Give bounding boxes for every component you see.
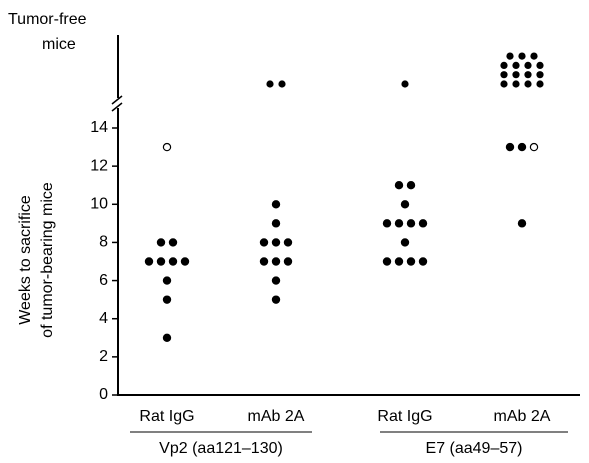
x-tick-label: mAb 2A bbox=[494, 408, 551, 425]
open-dot bbox=[162, 142, 172, 152]
y-axis-label: of tumor-bearing mice bbox=[39, 182, 56, 338]
dot bbox=[394, 219, 404, 228]
dot bbox=[382, 219, 392, 228]
dot bbox=[144, 257, 154, 266]
dot bbox=[271, 257, 281, 266]
dot bbox=[406, 219, 416, 228]
tumor-free-dot bbox=[512, 61, 520, 69]
y-tick-label: 0 bbox=[99, 386, 108, 403]
y-tick-label: 6 bbox=[99, 272, 108, 289]
dot bbox=[394, 181, 404, 190]
group-label: Vp2 (aa121–130) bbox=[159, 440, 283, 457]
x-tick-label: mAb 2A bbox=[248, 408, 305, 425]
dot bbox=[180, 257, 190, 266]
tumor-free-dot bbox=[401, 80, 409, 88]
dot bbox=[168, 257, 178, 266]
y-tick-label: 2 bbox=[99, 348, 108, 365]
dot bbox=[156, 257, 166, 266]
tumor-free-dot bbox=[524, 61, 532, 69]
tumor-free-dot bbox=[536, 61, 544, 69]
tumor-free-dot bbox=[530, 52, 538, 60]
y-tick-label: 12 bbox=[90, 157, 108, 174]
tumor-free-dot bbox=[536, 80, 544, 88]
tumor-free-dot bbox=[506, 52, 514, 60]
dot bbox=[271, 238, 281, 247]
dot bbox=[505, 142, 515, 152]
tumor-free-dot bbox=[512, 71, 520, 79]
axis-break bbox=[111, 102, 123, 112]
y-tick-label: 4 bbox=[99, 310, 108, 327]
tumor-free-dot bbox=[500, 61, 508, 69]
dot bbox=[162, 276, 172, 285]
dot bbox=[271, 295, 281, 304]
tumor-free-dot bbox=[536, 71, 544, 79]
tumor-free-dot bbox=[266, 80, 274, 88]
dot bbox=[394, 257, 404, 266]
dot bbox=[517, 219, 527, 228]
dot bbox=[162, 333, 172, 342]
y-tick-label: 10 bbox=[90, 196, 108, 213]
dot bbox=[418, 219, 428, 228]
dot bbox=[271, 219, 281, 228]
dot bbox=[382, 257, 392, 266]
dot bbox=[168, 238, 178, 247]
dot bbox=[283, 238, 293, 247]
tumor-free-dot bbox=[512, 80, 520, 88]
tumor-free-label: Tumor-free bbox=[8, 11, 87, 28]
tumor-free-dot bbox=[500, 71, 508, 79]
dot bbox=[517, 142, 527, 152]
tumor-free-label: mice bbox=[42, 36, 76, 53]
axis-break bbox=[111, 95, 123, 105]
dot bbox=[259, 257, 269, 266]
x-tick-label: Rat IgG bbox=[377, 408, 432, 425]
dot bbox=[418, 257, 428, 266]
y-tick-label: 8 bbox=[99, 234, 108, 251]
tumor-free-dot bbox=[278, 80, 286, 88]
group-label: E7 (aa49–57) bbox=[426, 440, 523, 457]
y-tick-label: 14 bbox=[90, 119, 108, 136]
dot bbox=[400, 238, 410, 247]
dot bbox=[400, 200, 410, 209]
open-dot bbox=[529, 142, 539, 152]
dot bbox=[259, 238, 269, 247]
x-tick-label: Rat IgG bbox=[139, 408, 194, 425]
y-axis-label: Weeks to sacrifice bbox=[17, 195, 34, 325]
dot bbox=[162, 295, 172, 304]
dot bbox=[271, 200, 281, 209]
dot bbox=[406, 257, 416, 266]
tumor-free-dot bbox=[524, 71, 532, 79]
dot bbox=[156, 238, 166, 247]
dot bbox=[271, 276, 281, 285]
tumor-free-dot bbox=[518, 52, 526, 60]
tumor-free-dot bbox=[500, 80, 508, 88]
dot bbox=[283, 257, 293, 266]
dot bbox=[406, 181, 416, 190]
tumor-free-dot bbox=[524, 80, 532, 88]
